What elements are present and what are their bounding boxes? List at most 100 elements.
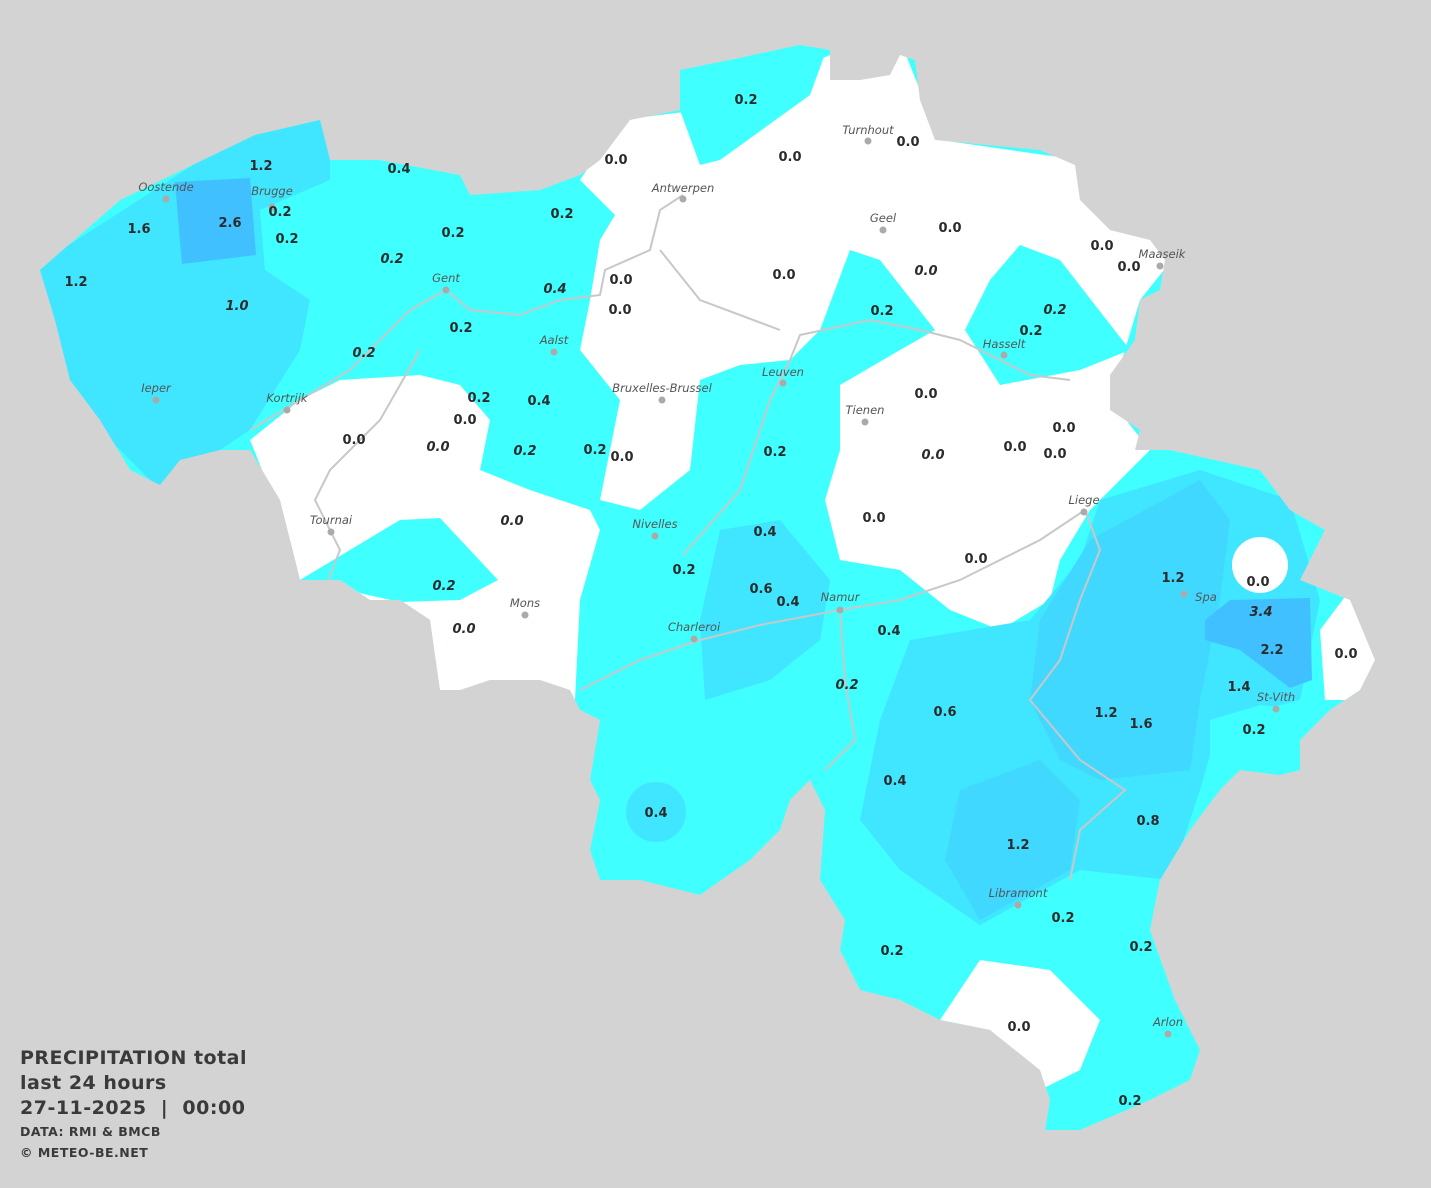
city-spa: Spa (1180, 590, 1217, 604)
legend-title: PRECIPITATION total (20, 1047, 248, 1069)
city-antwerpen: Antwerpen (651, 181, 714, 203)
city-label: Gent (432, 271, 460, 285)
city-label: Oostende (138, 180, 193, 194)
city-mons: Mons (510, 596, 540, 619)
city-oostende: Oostende (138, 180, 194, 203)
legend-period: last 24 hours (20, 1072, 167, 1094)
precip-value-label: 1.0 (225, 299, 248, 314)
city-charleroi: Charleroi (668, 620, 721, 643)
city-dot (779, 379, 787, 387)
precip-value-label: 0.2 (449, 321, 472, 336)
precip-value-label: 0.2 (1043, 303, 1066, 318)
precip-value-label: 0.0 (500, 514, 523, 529)
zone-ardennes-strong (1030, 480, 1230, 780)
precip-value-label: 0.2 (1118, 1094, 1141, 1109)
precip-value-label: 0.0 (772, 268, 795, 283)
city-label: Liege (1068, 493, 1099, 507)
river-line (659, 249, 781, 331)
city-namur: Namur (821, 590, 861, 614)
precip-value-label: 0.2 (1019, 324, 1042, 339)
precip-value-label: 0.0 (1052, 421, 1075, 436)
precip-value-label: 1.6 (127, 222, 150, 237)
precip-value-label: 0.4 (543, 282, 566, 297)
precip-value-label: 0.0 (1090, 239, 1113, 254)
precip-value-label: 0.2 (441, 226, 464, 241)
city-dot (651, 532, 659, 540)
precip-value-label: 0.0 (342, 433, 365, 448)
city-dot (1180, 590, 1188, 598)
precip-value-label: 0.0 (1043, 447, 1066, 462)
precip-value-label: 3.4 (1249, 605, 1272, 620)
zone-tournai-light (300, 518, 498, 602)
precip-value-label: 1.2 (64, 275, 87, 290)
zone-hasselt-light (965, 245, 1130, 385)
precip-value-label: 0.2 (870, 304, 893, 319)
city-label: Mons (510, 596, 540, 610)
city-dot (1014, 901, 1022, 909)
city-hasselt: Hasselt (983, 337, 1026, 359)
city-label: Tienen (846, 403, 885, 417)
precip-value-label: 0.2 (275, 232, 298, 247)
city-dot (521, 611, 529, 619)
city-dot (268, 203, 276, 211)
precip-value-label: 0.4 (527, 394, 550, 409)
zone-east-light (1210, 705, 1310, 780)
precip-value-label: 1.2 (249, 159, 272, 174)
city-label: Bruxelles-Brussel (612, 381, 712, 395)
city-dot (162, 195, 170, 203)
city-brugge: Brugge (251, 184, 293, 211)
city-tienen: Tienen (846, 403, 885, 426)
precip-value-label: 0.0 (1246, 575, 1269, 590)
precip-value-label: 1.4 (1227, 680, 1250, 695)
city-label: Spa (1195, 590, 1217, 604)
city-dot (864, 137, 872, 145)
precip-value-label: 1.6 (1129, 717, 1152, 732)
precip-value-label: 0.2 (763, 445, 786, 460)
city-dot (690, 635, 698, 643)
city-label: Geel (870, 211, 897, 225)
precip-value-label: 0.0 (921, 448, 944, 463)
precip-value-label: 0.0 (1003, 440, 1026, 455)
precip-value-label: 0.0 (609, 273, 632, 288)
city-dot (861, 418, 869, 426)
precip-value-label: 2.2 (1260, 643, 1283, 658)
precip-value-label: 0.0 (862, 511, 885, 526)
city-dot (879, 226, 887, 234)
city-label: Maaseik (1139, 247, 1187, 261)
zone-spa-zero (1232, 537, 1288, 593)
city-maaseik: Maaseik (1139, 247, 1187, 270)
precip-value-label: 0.2 (467, 391, 490, 406)
city-dot (679, 195, 687, 203)
precip-value-label: 0.4 (883, 774, 906, 789)
legend-datetime: 27-11-2025 | 00:00 (20, 1097, 246, 1119)
city-label: Namur (821, 590, 861, 604)
city-dot (550, 348, 558, 356)
precip-value-label: 1.2 (1094, 706, 1117, 721)
city-leuven: Leuven (762, 365, 804, 387)
city-label: Kortrijk (266, 391, 309, 405)
precip-value-label: 0.2 (352, 346, 375, 361)
precip-value-label: 0.2 (835, 678, 858, 693)
zone-namur-medium (700, 520, 830, 700)
city-label: Libramont (989, 886, 1048, 900)
city-nivelles: Nivelles (632, 517, 678, 540)
city-geel: Geel (870, 211, 897, 234)
river-line (313, 349, 421, 601)
city-dot (327, 528, 335, 536)
precip-value-label: 0.2 (1242, 723, 1265, 738)
zone-north-zero (580, 45, 1180, 630)
precip-value-label: 0.2 (513, 444, 536, 459)
precip-value-label: 0.0 (452, 622, 475, 637)
zone-antwerp-north-light (670, 45, 830, 165)
zone-west-medium (40, 110, 330, 490)
city-liege: Liege (1068, 493, 1100, 516)
city-label: Brugge (251, 184, 293, 198)
precip-value-label: 2.6 (218, 216, 241, 231)
precip-value-label: 0.0 (964, 552, 987, 567)
precip-value-label: 0.0 (426, 440, 449, 455)
city-dot (1080, 508, 1088, 516)
city-label: Turnhout (842, 123, 894, 137)
city-dot (1272, 705, 1280, 713)
precip-value-label: 0.6 (749, 582, 772, 597)
city-tournai: Tournai (310, 513, 353, 536)
